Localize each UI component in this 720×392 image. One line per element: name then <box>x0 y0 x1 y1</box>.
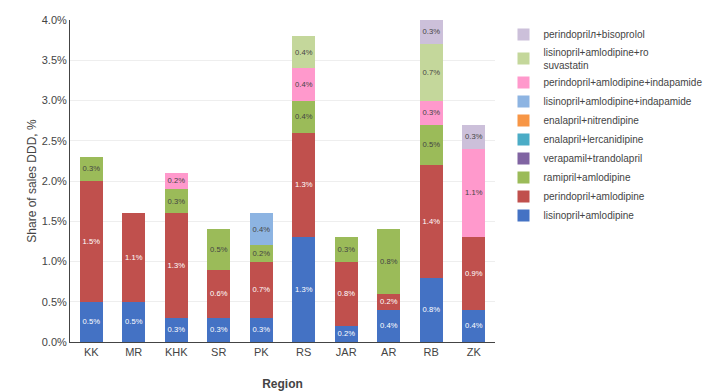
svg-text:1.0%: 1.0% <box>42 255 67 267</box>
svg-text:0.8%: 0.8% <box>423 305 441 314</box>
svg-text:1.4%: 1.4% <box>423 217 441 226</box>
svg-text:0.0%: 0.0% <box>42 336 67 348</box>
svg-text:0.4%: 0.4% <box>295 112 313 121</box>
svg-text:0.4%: 0.4% <box>295 80 313 89</box>
svg-text:0.5%: 0.5% <box>210 245 228 254</box>
svg-text:AR: AR <box>381 346 396 358</box>
svg-text:0.2%: 0.2% <box>338 329 356 338</box>
svg-text:0.3%: 0.3% <box>253 325 271 334</box>
svg-text:1.1%: 1.1% <box>125 253 143 262</box>
svg-text:perindoprilл+bisoprolol: perindoprilл+bisoprolol <box>544 29 645 40</box>
svg-text:0.3%: 0.3% <box>168 197 186 206</box>
svg-text:0.2%: 0.2% <box>253 249 271 258</box>
svg-text:0.3%: 0.3% <box>83 164 101 173</box>
svg-text:RB: RB <box>424 346 439 358</box>
svg-text:lisinopril+amlodipine+indapami: lisinopril+amlodipine+indapamide <box>544 96 692 107</box>
svg-text:0.5%: 0.5% <box>42 296 67 308</box>
svg-text:PK: PK <box>254 346 269 358</box>
svg-text:0.3%: 0.3% <box>338 245 356 254</box>
svg-text:0.3%: 0.3% <box>210 325 228 334</box>
svg-text:3.0%: 3.0% <box>42 94 67 106</box>
svg-text:0.4%: 0.4% <box>380 321 398 330</box>
svg-text:KHK: KHK <box>165 346 188 358</box>
svg-text:ZK: ZK <box>467 346 482 358</box>
svg-text:0.4%: 0.4% <box>253 225 271 234</box>
svg-text:0.2%: 0.2% <box>380 297 398 306</box>
svg-text:3.5%: 3.5% <box>42 54 67 66</box>
svg-text:0.5%: 0.5% <box>423 140 441 149</box>
svg-text:4.0%: 4.0% <box>42 14 67 26</box>
svg-text:JAR: JAR <box>336 346 357 358</box>
svg-text:enalapril+nitrendipine: enalapril+nitrendipine <box>544 115 640 126</box>
svg-text:0.3%: 0.3% <box>168 325 186 334</box>
svg-text:Region: Region <box>262 377 303 391</box>
svg-text:lisinopril+amlodipine+rosuvast: lisinopril+amlodipine+rosuvastatin <box>544 47 649 71</box>
svg-text:0.4%: 0.4% <box>295 48 313 57</box>
svg-text:enalapril+lercanidipine: enalapril+lercanidipine <box>544 134 644 145</box>
svg-text:RS: RS <box>296 346 311 358</box>
svg-text:1.5%: 1.5% <box>83 237 101 246</box>
svg-text:0.5%: 0.5% <box>125 317 143 326</box>
svg-text:0.8%: 0.8% <box>338 289 356 298</box>
svg-text:SR: SR <box>211 346 226 358</box>
svg-text:Share of sales DDD, %: Share of sales DDD, % <box>25 119 39 243</box>
svg-text:0.3%: 0.3% <box>423 27 441 36</box>
svg-text:1.5%: 1.5% <box>42 215 67 227</box>
svg-text:2.5%: 2.5% <box>42 135 67 147</box>
svg-text:0.4%: 0.4% <box>465 321 483 330</box>
svg-text:lisinopril+amlodipine: lisinopril+amlodipine <box>544 210 635 221</box>
svg-text:MR: MR <box>125 346 142 358</box>
svg-text:ramipril+amlodipine: ramipril+amlodipine <box>544 172 631 183</box>
svg-text:1.1%: 1.1% <box>465 188 483 197</box>
svg-text:0.5%: 0.5% <box>83 317 101 326</box>
svg-text:0.3%: 0.3% <box>423 108 441 117</box>
svg-text:0.9%: 0.9% <box>465 269 483 278</box>
svg-text:KK: KK <box>84 346 99 358</box>
svg-text:0.7%: 0.7% <box>253 285 271 294</box>
svg-text:verapamil+trandolapril: verapamil+trandolapril <box>544 153 643 164</box>
svg-text:0.7%: 0.7% <box>423 68 441 77</box>
svg-text:0.2%: 0.2% <box>168 176 186 185</box>
svg-text:1.3%: 1.3% <box>295 180 313 189</box>
svg-text:1.3%: 1.3% <box>295 285 313 294</box>
svg-text:0.8%: 0.8% <box>380 257 398 266</box>
svg-text:2.0%: 2.0% <box>42 175 67 187</box>
svg-text:perindopril+amlodipine+indapam: perindopril+amlodipine+indapamide <box>544 77 703 88</box>
svg-text:0.3%: 0.3% <box>465 132 483 141</box>
svg-text:0.6%: 0.6% <box>210 289 228 298</box>
svg-text:perindopril+amlodipine: perindopril+amlodipine <box>544 191 645 202</box>
svg-text:1.3%: 1.3% <box>168 261 186 270</box>
